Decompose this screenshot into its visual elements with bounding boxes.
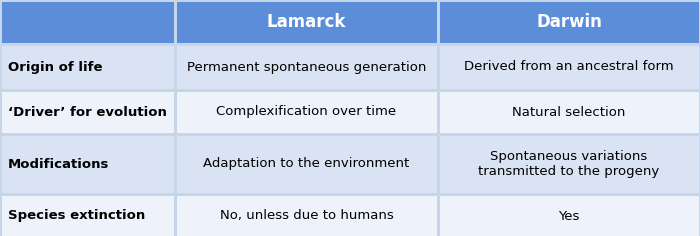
FancyBboxPatch shape xyxy=(176,1,437,42)
FancyBboxPatch shape xyxy=(176,195,437,236)
FancyBboxPatch shape xyxy=(1,92,174,132)
FancyBboxPatch shape xyxy=(440,135,699,193)
FancyBboxPatch shape xyxy=(440,195,699,236)
Text: Species extinction: Species extinction xyxy=(8,210,146,223)
FancyBboxPatch shape xyxy=(440,46,699,88)
Text: Complexification over time: Complexification over time xyxy=(216,105,397,118)
Text: Yes: Yes xyxy=(559,210,580,223)
Text: Darwin: Darwin xyxy=(536,13,602,31)
Text: Spontaneous variations
transmitted to the progeny: Spontaneous variations transmitted to th… xyxy=(478,150,659,178)
FancyBboxPatch shape xyxy=(1,46,174,88)
Text: Derived from an ancestral form: Derived from an ancestral form xyxy=(464,60,674,73)
Text: Permanent spontaneous generation: Permanent spontaneous generation xyxy=(187,60,426,73)
FancyBboxPatch shape xyxy=(440,92,699,132)
Text: Natural selection: Natural selection xyxy=(512,105,626,118)
FancyBboxPatch shape xyxy=(176,92,437,132)
Text: Lamarck: Lamarck xyxy=(267,13,346,31)
Text: Modifications: Modifications xyxy=(8,157,109,170)
FancyBboxPatch shape xyxy=(440,1,699,42)
Text: Adaptation to the environment: Adaptation to the environment xyxy=(204,157,410,170)
FancyBboxPatch shape xyxy=(1,195,174,236)
FancyBboxPatch shape xyxy=(176,135,437,193)
Text: No, unless due to humans: No, unless due to humans xyxy=(220,210,393,223)
Text: ‘Driver’ for evolution: ‘Driver’ for evolution xyxy=(8,105,167,118)
FancyBboxPatch shape xyxy=(176,46,437,88)
Text: Origin of life: Origin of life xyxy=(8,60,102,73)
FancyBboxPatch shape xyxy=(1,135,174,193)
FancyBboxPatch shape xyxy=(1,1,174,42)
